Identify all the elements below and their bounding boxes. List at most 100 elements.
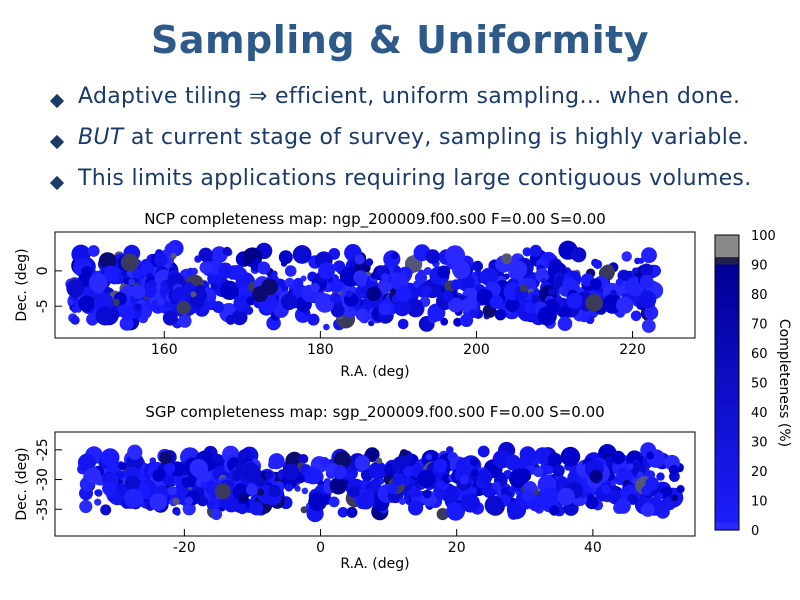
coverage-tile [77, 453, 96, 472]
sgp-coverage-region [77, 441, 685, 523]
coverage-tile [501, 253, 513, 265]
coverage-tile [549, 505, 560, 516]
coverage-tile [167, 486, 177, 496]
coverage-tile [100, 448, 120, 467]
coverage-tile [632, 267, 639, 274]
coverage-tile [315, 293, 335, 313]
coverage-tile [249, 501, 264, 516]
ncp-map: NCP completeness map: ngp_200009.f00.s00… [14, 210, 696, 380]
colorbar-tick-label: 0 [751, 524, 759, 539]
coverage-tile [190, 267, 198, 275]
coverage-tile [154, 252, 168, 267]
coverage-tile [164, 242, 179, 257]
colorbar-tick-label: 90 [751, 259, 768, 274]
bullet-item: BUT at current stage of survey, sampling… [48, 125, 788, 166]
coverage-tile [448, 297, 464, 313]
coverage-tile [641, 247, 657, 264]
ncp-xtick-label: 160 [151, 342, 178, 358]
coverage-tile [477, 445, 490, 458]
coverage-tile [621, 251, 632, 262]
coverage-tile [191, 295, 205, 309]
colorbar-band [715, 515, 739, 524]
coverage-tile [390, 272, 409, 291]
coverage-tile [378, 302, 392, 316]
coverage-tile [356, 491, 375, 510]
coverage-tile [246, 483, 258, 496]
coverage-tile [98, 252, 117, 270]
coverage-tile [346, 473, 355, 481]
coverage-tile [261, 278, 278, 296]
coverage-tile [329, 292, 341, 304]
coverage-tile [293, 277, 304, 288]
coverage-tile [459, 313, 474, 327]
sgp-x-axis: -20 0 20 40 [173, 529, 602, 556]
coverage-tile [369, 478, 382, 491]
colorbar-band [715, 434, 739, 443]
coverage-tile [383, 250, 401, 268]
colorbar-band [715, 308, 739, 317]
coverage-tile [190, 291, 197, 298]
coverage-tile [70, 315, 80, 325]
colorbar-band [715, 426, 739, 435]
sgp-xtick-label: 40 [584, 540, 602, 556]
ncp-ytick: 0 [35, 266, 62, 275]
coverage-tile [422, 489, 432, 499]
coverage-tile [505, 297, 520, 313]
coverage-tile [278, 250, 293, 265]
coverage-tile [149, 493, 168, 511]
coverage-tile [162, 474, 175, 486]
ncp-xtick: 200 [463, 331, 490, 358]
coverage-tile [558, 306, 572, 320]
coverage-tile [437, 265, 451, 279]
colorbar-band [715, 397, 739, 406]
bullet-text: This limits applications requiring large… [78, 166, 752, 191]
coverage-tile [333, 451, 352, 469]
coverage-tile [223, 496, 240, 513]
coverage-tile [284, 483, 294, 492]
coverage-tile [222, 285, 231, 294]
coverage-tile [529, 244, 542, 257]
coverage-tile [323, 323, 330, 331]
coverage-tile [268, 484, 281, 497]
colorbar-band [715, 493, 739, 502]
coverage-tile [656, 472, 665, 481]
colorbar-tick-label: 70 [751, 318, 768, 333]
coverage-tile [298, 454, 309, 464]
bullet-text: at current stage of survey, sampling is … [123, 125, 750, 150]
bullet-list: Adaptive tiling ⇒ efficient, uniform sam… [48, 84, 788, 207]
ncp-ytick-label: 0 [35, 266, 51, 275]
coverage-tile [593, 259, 603, 269]
coverage-tile [557, 316, 573, 332]
coverage-tile [292, 245, 312, 264]
colorbar-band [715, 448, 739, 457]
coverage-tile [218, 262, 233, 277]
coverage-tile [198, 247, 213, 262]
coverage-tile [417, 469, 436, 489]
colorbar-band [715, 264, 739, 273]
coverage-tile [445, 245, 466, 266]
coverage-tile [399, 449, 408, 458]
coverage-tile [535, 268, 550, 283]
coverage-tile [330, 303, 345, 318]
sgp-y-axis: -25 -30 -35 [35, 438, 62, 521]
coverage-tile [241, 463, 261, 483]
coverage-tile [585, 495, 599, 510]
coverage-tile [257, 261, 271, 275]
coverage-tile [294, 485, 301, 492]
ncp-map-title: NCP completeness map: ngp_200009.f00.s00… [144, 210, 606, 229]
coverage-tile [178, 314, 192, 328]
coverage-tile [494, 309, 507, 321]
coverage-tile [533, 466, 544, 478]
coverage-tile [436, 480, 446, 490]
coverage-tile [408, 500, 424, 516]
colorbar-tick-label: 30 [751, 436, 768, 451]
coverage-tile [182, 502, 196, 516]
coverage-tile [123, 488, 144, 508]
coverage-tile [433, 458, 448, 473]
completeness-colorbar: 100 90 80 70 60 50 40 30 20 10 0 Complet… [714, 229, 792, 539]
coverage-tile [199, 261, 213, 274]
coverage-tile [354, 455, 371, 471]
sgp-xtick: 40 [584, 529, 602, 556]
ncp-y-axis: 0 -5 [35, 266, 62, 313]
colorbar-band [715, 463, 739, 472]
